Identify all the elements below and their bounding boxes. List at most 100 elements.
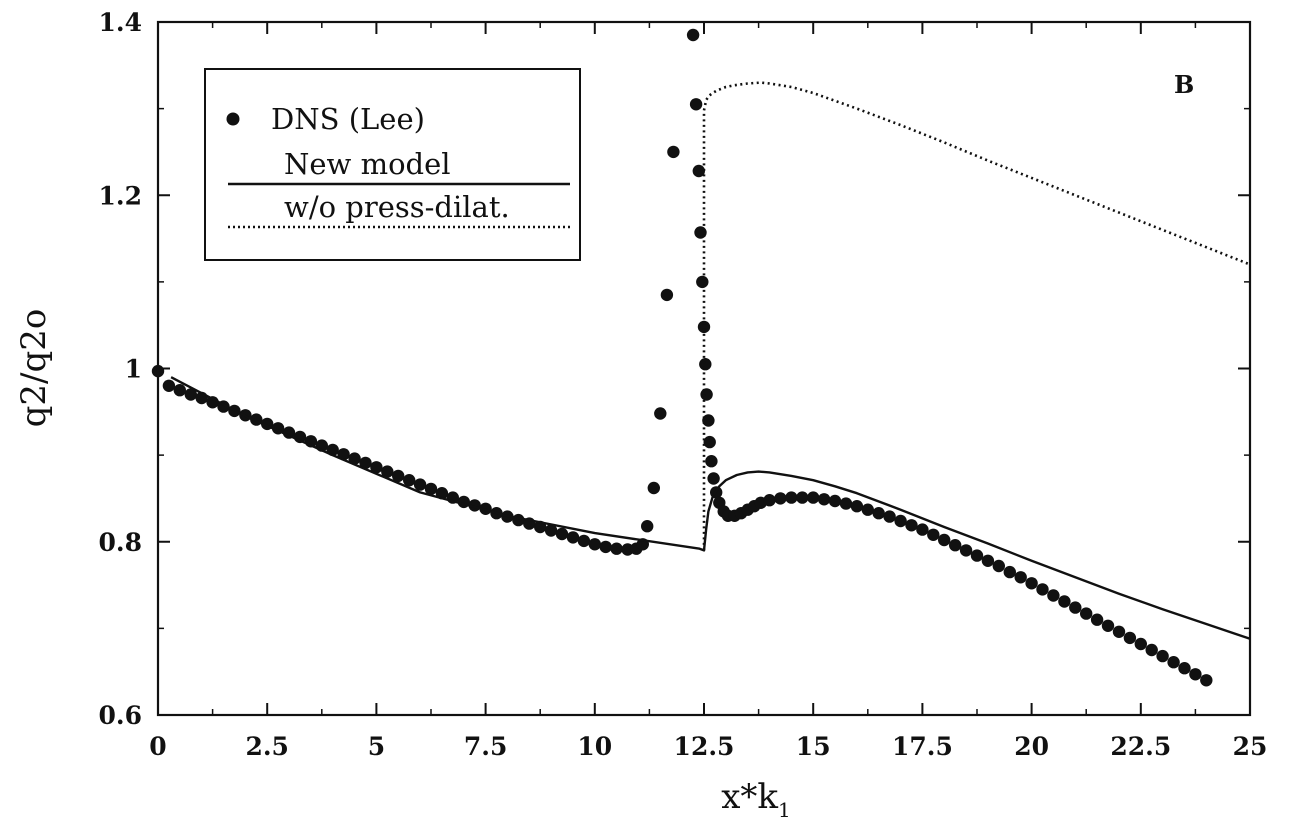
x-tick-label: 0 [149, 732, 166, 761]
x-tick-label: 10 [577, 732, 612, 761]
data-point [1047, 589, 1060, 602]
series-line-w-o-press-dilat [702, 81, 1251, 551]
legend-label-new-model: New model [284, 147, 451, 181]
data-point [702, 414, 715, 427]
data-point [872, 507, 885, 520]
data-point [970, 549, 984, 562]
data-point [1014, 571, 1027, 584]
data-point [959, 544, 973, 557]
data-point [828, 494, 842, 508]
data-point [555, 527, 569, 541]
data-point [981, 554, 995, 567]
data-point [894, 514, 907, 528]
data-point [348, 452, 361, 465]
y-tick-label: 0.6 [99, 701, 143, 730]
data-point [707, 472, 720, 485]
x-tick-label: 17.5 [892, 732, 953, 761]
legend-label-dns: DNS (Lee) [271, 102, 425, 136]
x-tick-label: 7.5 [464, 732, 508, 761]
data-point [1178, 662, 1191, 675]
x-axis-title-main: x*k [721, 777, 778, 817]
plot-frame [156, 20, 1252, 717]
data-point [1156, 649, 1169, 663]
data-point [807, 491, 820, 504]
x-tick-label: 20 [1014, 732, 1049, 761]
panel-letter: B [1174, 70, 1194, 99]
data-point [1189, 668, 1202, 681]
data-point [1123, 631, 1137, 645]
series-line-new-model [170, 376, 1251, 640]
data-point [796, 491, 809, 504]
x-tick-label: 5 [368, 732, 385, 761]
data-point [599, 540, 612, 554]
data-point [1090, 613, 1104, 626]
data-point [641, 520, 654, 533]
data-point [1080, 607, 1093, 620]
data-point [660, 288, 674, 302]
x-tick-label: 2.5 [245, 732, 289, 761]
data-point [370, 461, 383, 474]
data-point [1069, 601, 1082, 614]
legend-marker-dns [226, 112, 240, 126]
data-point [381, 465, 394, 478]
legend-label-without-press-dilat: w/o press-dilat. [284, 190, 510, 224]
series-layer [151, 28, 1251, 687]
data-point [817, 493, 831, 506]
data-point [1003, 565, 1016, 579]
data-point [1101, 619, 1115, 632]
data-point [705, 455, 718, 468]
x-axis-title: x*k1 [721, 777, 791, 822]
data-point [566, 531, 580, 544]
data-point [184, 388, 197, 401]
data-point [861, 503, 874, 516]
y-tick-label: 0.8 [99, 528, 143, 557]
data-point [697, 320, 711, 334]
data-point [1145, 643, 1158, 657]
data-point [667, 145, 680, 159]
data-point [359, 456, 372, 470]
data-point [173, 384, 186, 397]
legend-box [204, 68, 581, 261]
y-tick-label: 1.4 [99, 8, 143, 37]
data-point [577, 534, 591, 548]
data-point [774, 492, 787, 505]
x-tick-label: 15 [796, 732, 831, 761]
data-point [1134, 637, 1148, 651]
data-point [1036, 583, 1049, 596]
data-point [703, 435, 716, 449]
data-point [1200, 674, 1213, 687]
y-tick-label: 1.2 [99, 181, 143, 210]
data-point [763, 494, 776, 507]
data-point [938, 533, 951, 547]
x-tick-labels: 0 2.5 5 7.5 10 12.5 15 17.5 20 22.5 25 [149, 732, 1267, 761]
data-point [992, 559, 1005, 573]
data-point [916, 523, 929, 536]
data-point [392, 469, 405, 483]
data-point [883, 510, 896, 523]
data-point [949, 539, 962, 552]
data-point [1167, 656, 1180, 669]
data-point [512, 513, 525, 527]
data-point [647, 481, 660, 495]
data-point [162, 379, 176, 392]
data-point [699, 358, 712, 371]
x-tick-label: 22.5 [1110, 732, 1171, 761]
data-point [927, 528, 940, 541]
data-point [654, 407, 667, 420]
y-axis-title: q2/q2o [14, 309, 54, 428]
y-tick-labels: 0.6 0.8 1 1.2 1.4 [99, 8, 143, 730]
data-point [689, 98, 703, 111]
data-point [1112, 625, 1126, 638]
legend: DNS (Lee) New model w/o press-dilat. [204, 68, 581, 261]
data-point [850, 500, 864, 513]
y-tick-label: 1 [125, 355, 142, 384]
data-point [544, 524, 558, 537]
data-point [905, 519, 918, 532]
data-point [1058, 595, 1071, 608]
data-point [610, 542, 623, 555]
x-tick-label: 12.5 [674, 732, 735, 761]
data-point [785, 491, 798, 504]
data-point [692, 164, 705, 178]
